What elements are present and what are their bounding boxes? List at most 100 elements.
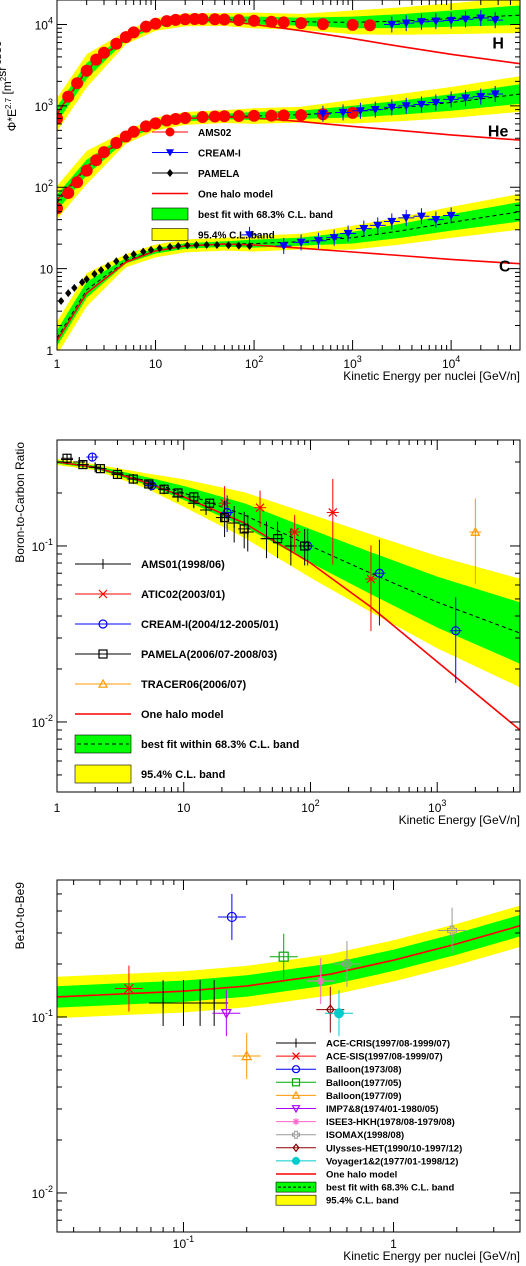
x-tick-label: 10 [149, 357, 163, 371]
legend-swatch [292, 1052, 300, 1061]
point-pamela [130, 250, 137, 259]
legend-swatch [292, 1118, 300, 1126]
band-68 [57, 915, 520, 1008]
point-ams02 [265, 109, 278, 122]
point-ulysses-het-1990-10-1997-12- [325, 1004, 335, 1016]
legend-swatch [98, 589, 108, 599]
point-cream-i-2004-12-2005-01- [87, 452, 97, 462]
point-ams02 [127, 125, 140, 138]
legend-swatch [292, 1156, 300, 1165]
point-ams02 [80, 64, 93, 77]
point-cream-i-2004-12-2005-01- [147, 481, 157, 491]
point-ams02 [277, 109, 290, 122]
legend-label: AMS02 [198, 128, 232, 139]
point-cream-i [446, 211, 456, 220]
point-ams02 [248, 109, 261, 122]
point-cream-i-2004-12-2005-01- [222, 507, 232, 518]
point-pamela-2006-07-2008-03- [62, 453, 72, 463]
point-pamela [71, 283, 78, 292]
x-tick-label: 102 [301, 798, 319, 815]
legend-label: ATIC02(2003/01) [141, 589, 226, 601]
point-ams02 [277, 16, 290, 29]
legend-item-swatch [166, 169, 174, 177]
point-atic02-2003-01- [255, 503, 265, 513]
y-axis-label: Be10-to-Be9 [13, 882, 27, 950]
point-ams02 [127, 26, 140, 39]
point-ams02 [90, 53, 103, 66]
point-cream-i [343, 229, 353, 239]
point-cream-i [245, 231, 255, 240]
legend-label: IMP7&8(1974/01-1980/05) [326, 1104, 439, 1115]
y-axis-label: Boron-to-Carbon Ratio [13, 442, 27, 563]
point-voyager1-2-1977-01-1998-12- [333, 1008, 344, 1019]
point-ace-sis-1997-08-1999-07- [124, 983, 134, 994]
legend-swatch [291, 1065, 301, 1074]
point-pamela [156, 244, 163, 253]
legend-label: AMS01(1998/06) [141, 559, 225, 571]
legend-label: One halo model [198, 190, 273, 201]
legend-label: Balloon(1977/05) [326, 1078, 402, 1089]
point-cream-i-2004-12-2005-01- [374, 568, 385, 578]
point-ams01-1998-06- [229, 518, 240, 529]
legend-swatch [98, 649, 108, 659]
point-cream-i [373, 221, 383, 230]
legend-item-swatch [151, 207, 189, 221]
point-cream-i [359, 225, 369, 234]
legend-label: PAMELA(2006/07-2008/03) [141, 649, 277, 661]
legend-label: Balloon(1977/09) [326, 1091, 402, 1102]
legend-label: 95.4% C.L. band [141, 769, 225, 781]
point-pamela [122, 253, 130, 262]
legend-be: ACE-CRIS(1997/08-1999/07) ACE-SIS(1997/08… [275, 1038, 462, 1207]
point-cream-i [490, 90, 500, 99]
point-atic02-2003-01- [328, 508, 338, 517]
point-cream-i [338, 108, 348, 117]
legend-label: best fit with 68.3% C.L. band [198, 210, 333, 221]
point-pamela-2006-07-2008-03- [95, 464, 105, 474]
point-pamela [104, 261, 112, 270]
point-ams02 [363, 19, 376, 32]
x-tick-label: 1 [390, 1237, 397, 1251]
point-imp7-8-1974-01-1980-05- [220, 1009, 232, 1019]
point-ams02 [232, 14, 245, 27]
y-tick-label: 103 [35, 97, 53, 114]
panel-be-plot [57, 894, 520, 1079]
x-tick-label: 10 [177, 801, 191, 815]
halo-line [57, 924, 520, 998]
halo-line-1 [57, 116, 520, 201]
point-pamela [166, 242, 174, 251]
point-pamela [184, 241, 191, 250]
band-68-1 [57, 84, 520, 211]
point-cream-i [476, 93, 486, 102]
legend-label: Voyager1&2(1977/01-1998/12) [326, 1156, 458, 1167]
point-pamela [203, 240, 210, 249]
point-pamela-2006-07-2008-03- [159, 484, 169, 494]
point-balloon-1977-05- [278, 951, 289, 962]
legend-swatch [292, 1143, 300, 1153]
point-cream-i [431, 98, 441, 108]
legend-swatch [291, 1078, 301, 1087]
x-tick-label: 1 [54, 801, 61, 815]
point-balloon-1977-09- [241, 1050, 253, 1061]
legend-label: ACE-SIS(1997/08-1999/07) [326, 1052, 443, 1063]
x-tick-label: 103 [343, 354, 361, 371]
point-cream-i [490, 16, 500, 25]
point-cream-i [416, 212, 426, 221]
legend-swatch [292, 1130, 300, 1139]
legend-bc: AMS01(1998/06) ATIC02(2003/01) CREAM-I(200… [74, 559, 299, 784]
legend-label: One halo model [141, 709, 224, 721]
point-cream-i [318, 110, 328, 119]
point-pamela-2006-07-2008-03- [189, 492, 199, 502]
point-cream-i [296, 238, 306, 247]
x-tick-label: 10-1 [173, 1234, 194, 1251]
y-tick-label: 104 [35, 15, 53, 32]
point-ams02 [80, 164, 93, 177]
point-ams02 [62, 90, 75, 103]
point-ace-cris-1997-08-1999-07- [157, 997, 169, 1009]
y-axis-label: Φ*E2.7 [m2sr-1sec-1GV1.7] [0, 2, 19, 131]
y-tick-label: 1 [46, 344, 53, 358]
point-pamela [175, 241, 182, 250]
point-ams02 [196, 12, 209, 25]
point-pamela-2006-07-2008-03- [128, 474, 138, 484]
point-ams02 [149, 17, 162, 30]
point-cream-i [446, 16, 456, 25]
